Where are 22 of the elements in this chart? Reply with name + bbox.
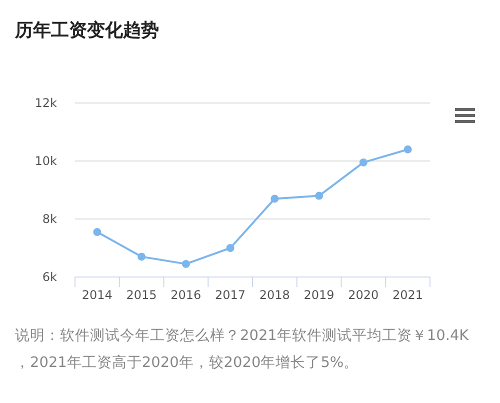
point: [270, 194, 279, 203]
point: [404, 145, 412, 154]
point: [138, 252, 146, 261]
x-tick-label: 2015: [126, 288, 157, 302]
x-tick-label: 2020: [348, 288, 379, 302]
y-tick-label: 8k: [42, 212, 58, 226]
y-tick-label: 10k: [34, 154, 58, 168]
y-tick-label: 12k: [34, 96, 58, 110]
x-tick-label: 2019: [304, 288, 334, 302]
x-tick-label: 2018: [259, 288, 290, 302]
text: 说明：软件测试今年工资怎么样？2021年软件测试平均工资￥10.4K，2021年工资高于2020年，较2020年增长了5%。: [15, 327, 470, 371]
x-tick-label: 2021: [392, 288, 424, 302]
point: [226, 244, 234, 252]
chart-title: 历年工资变化趋势: [14, 20, 159, 41]
point: [315, 192, 324, 200]
x-tick-label: 2017: [215, 288, 246, 302]
point: [359, 158, 368, 166]
x-tick-label: 2014: [82, 288, 112, 302]
y-tick-label: 6k: [42, 270, 58, 284]
x-tick-label: 2016: [170, 288, 202, 302]
point: [93, 228, 102, 236]
point: [182, 260, 190, 268]
